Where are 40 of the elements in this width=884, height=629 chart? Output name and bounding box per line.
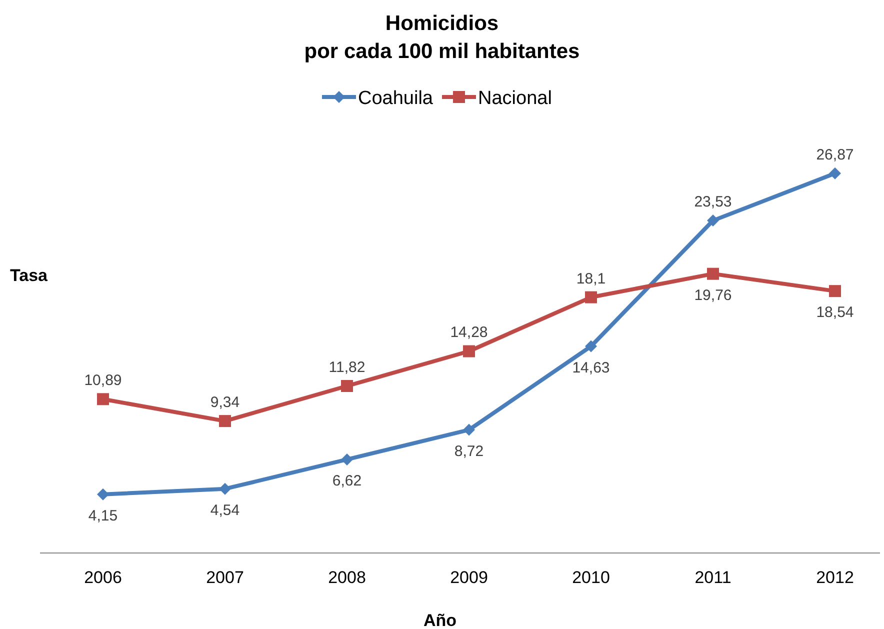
point <box>341 380 353 392</box>
data-label: 26,87 <box>816 146 854 164</box>
x-tick-label: 2012 <box>816 568 854 587</box>
data-label: 23,53 <box>694 194 732 211</box>
legend-label: Nacional <box>478 88 552 109</box>
point <box>707 268 719 280</box>
point <box>219 415 231 428</box>
data-label: 8,72 <box>454 442 484 460</box>
data-label: 10,89 <box>84 372 122 390</box>
point <box>219 482 231 495</box>
data-label: 14,63 <box>572 359 610 376</box>
data-label: 18,54 <box>816 304 854 322</box>
point <box>463 345 475 358</box>
x-tick-label: 2008 <box>328 568 366 587</box>
y-axis-title: Tasa <box>10 266 48 285</box>
data-label: 18,1 <box>576 270 606 288</box>
chart-title: Homicidios por cada 100 mil habitantes <box>304 12 580 63</box>
point <box>707 214 719 227</box>
point <box>829 167 841 180</box>
data-label: 19,76 <box>694 286 732 304</box>
point <box>341 453 353 466</box>
legend-label: Coahuila <box>358 88 434 109</box>
point <box>829 285 841 298</box>
point <box>463 424 475 436</box>
x-tick-label: 2009 <box>450 568 488 587</box>
data-label: 9,34 <box>210 394 240 412</box>
data-label: 4,54 <box>210 502 240 519</box>
point <box>585 340 597 352</box>
data-label: 11,82 <box>328 359 366 376</box>
point <box>585 291 597 304</box>
point <box>97 488 109 500</box>
data-label: 4,15 <box>88 507 118 524</box>
x-tick-label: 2010 <box>572 568 610 587</box>
x-axis-title: Año <box>423 611 457 629</box>
data-label: 14,28 <box>450 324 488 342</box>
x-tick-label: 2011 <box>694 568 732 587</box>
x-tick-label: 2007 <box>206 568 244 587</box>
x-tick-label: 2006 <box>84 568 122 587</box>
data-label: 6,62 <box>332 472 362 490</box>
point <box>97 393 109 406</box>
